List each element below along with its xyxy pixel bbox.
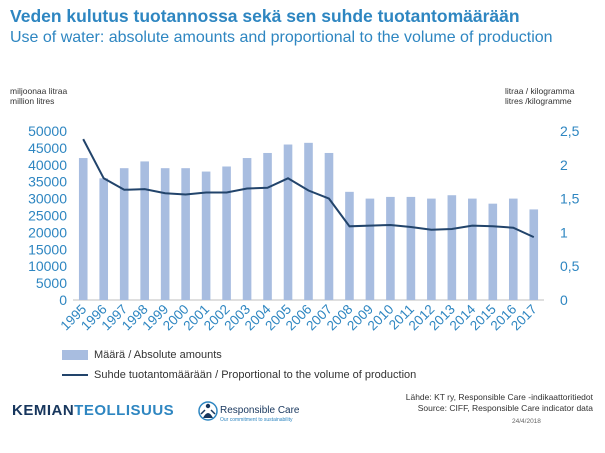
right-axis-tick-label: 2 <box>560 157 568 173</box>
bar-1998 <box>140 161 149 300</box>
logo-text-kemian: KEMIAN <box>12 402 75 419</box>
right-axis-unit: litraa / kilogramma litres /kilogramme <box>505 86 574 106</box>
bar-2017 <box>529 209 539 300</box>
logo-text-teollisuus: TEOLLISUUS <box>74 402 175 419</box>
left-axis-tick-label: 20000 <box>28 224 67 240</box>
ratio-series-line <box>82 138 535 239</box>
bar-2011 <box>406 196 416 300</box>
source-en: Source: CIFF, Responsible Care indicator… <box>417 403 593 413</box>
left-axis-tick-label: 40000 <box>28 157 67 173</box>
left-axis-unit: miljoonaa litraa million litres <box>10 86 67 106</box>
bar-2008 <box>345 191 354 300</box>
source-fi: Lähde: KT ry, Responsible Care -indikaat… <box>405 392 593 402</box>
bar-2016 <box>508 198 518 300</box>
left-axis-tick-label: 45000 <box>28 140 67 156</box>
bar-2006 <box>304 142 313 300</box>
left-axis-unit-fi: miljoonaa litraa <box>10 86 68 96</box>
left-axis-tick-label: 25000 <box>28 208 67 224</box>
right-axis-tick-label: 2,5 <box>560 123 580 139</box>
bar-2010 <box>386 196 395 300</box>
right-axis-tick-label: 1,5 <box>560 191 580 207</box>
bar-1995 <box>78 158 88 300</box>
left-axis-unit-en: million litres <box>10 96 55 106</box>
bar-1996 <box>99 178 109 300</box>
right-axis-unit-en: litres /kilogramme <box>505 96 572 106</box>
legend-swatch-bars <box>62 350 88 360</box>
legend-label-bars: Määrä / Absolute amounts <box>94 349 222 361</box>
kemianteollisuus-logo: KEMIANTEOLLISUUS <box>12 402 174 419</box>
right-axis-tick-label: 1 <box>560 224 568 240</box>
legend-swatch-line <box>62 374 88 376</box>
right-axis-tick-label: 0,5 <box>560 258 580 274</box>
left-axis-tick-label: 10000 <box>28 258 67 274</box>
bar-2015 <box>488 203 498 300</box>
bar-2012 <box>427 198 436 300</box>
legend-item-line: Suhde tuotantomäärään / Proportional to … <box>62 369 416 381</box>
chart-date: 24/4/2018 <box>512 418 541 425</box>
bar-2005 <box>283 144 293 300</box>
right-axis-tick-label: 0 <box>560 292 568 308</box>
responsible-care-name: Responsible Care <box>220 405 300 416</box>
bar-2000 <box>181 168 190 300</box>
responsible-care-icon <box>198 401 218 421</box>
responsible-care-tagline: Our commitment to sustainability <box>220 417 293 423</box>
bar-2009 <box>365 198 375 300</box>
bar-2014 <box>468 198 477 300</box>
left-axis-tick-label: 50000 <box>28 123 67 139</box>
legend-item-bars: Määrä / Absolute amounts <box>62 349 222 361</box>
left-axis-tick-label: 0 <box>59 292 67 308</box>
left-axis-tick-label: 5000 <box>36 275 67 291</box>
bar-2004 <box>263 152 272 300</box>
chart-title-en: Use of water: absolute amounts and propo… <box>10 29 553 46</box>
bar-2013 <box>447 195 457 300</box>
left-axis-tick-label: 15000 <box>28 241 67 257</box>
bar-2001 <box>201 171 211 300</box>
bar-2003 <box>242 158 252 300</box>
right-axis-unit-fi: litraa / kilogramma <box>505 86 575 96</box>
bar-2007 <box>324 152 334 300</box>
left-axis-tick-label: 35000 <box>28 174 67 190</box>
bar-2002 <box>222 166 231 300</box>
chart-title-fi: Veden kulutus tuotannossa sekä sen suhde… <box>10 6 520 26</box>
source-note: Lähde: KT ry, Responsible Care -indikaat… <box>406 392 593 414</box>
left-axis-tick-label: 30000 <box>28 191 67 207</box>
bar-1999 <box>160 168 170 300</box>
legend-label-line: Suhde tuotantomäärään / Proportional to … <box>94 369 417 381</box>
bar-1997 <box>119 168 129 300</box>
